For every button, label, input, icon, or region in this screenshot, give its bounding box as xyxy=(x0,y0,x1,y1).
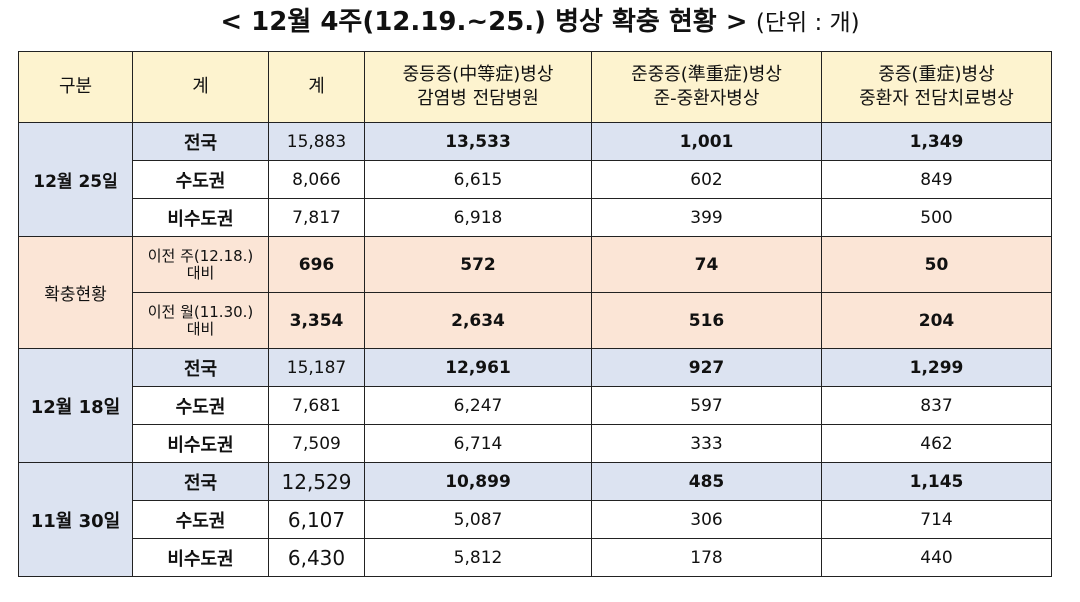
cell-moderate: 6,714 xyxy=(364,424,592,463)
page-title: < 12월 4주(12.19.~25.) 병상 확충 현황 > (단위 : 개) xyxy=(0,0,1080,46)
header-semi-line1: 준중증(準重症)병상 xyxy=(631,64,782,85)
table-row: 수도권 8,066 6,615 602 849 xyxy=(18,160,1052,199)
cell-total: 6,430 xyxy=(268,538,365,577)
row-label-month: 이전 월(11.30.) 대비 xyxy=(132,292,269,349)
table-row: 12월 18일 전국 15,187 12,961 927 1,299 xyxy=(18,348,1052,463)
table-row: 비수도권 7,509 6,714 333 462 xyxy=(18,424,1052,463)
row-label: 수도권 xyxy=(132,160,269,199)
row-label: 전국 xyxy=(132,348,269,387)
row-label-week-line2: 대비 xyxy=(186,263,215,282)
cell-semi: 927 xyxy=(591,348,822,387)
title-main: < 12월 4주(12.19.~25.) 병상 확충 현황 > xyxy=(220,7,748,37)
row-label: 비수도권 xyxy=(132,198,269,237)
cell-total: 15,187 xyxy=(268,348,365,387)
table-row: 이전 월(11.30.) 대비 3,354 2,634 516 204 xyxy=(18,292,1052,349)
cell-total: 8,066 xyxy=(268,160,365,199)
cell-total: 696 xyxy=(268,236,365,293)
cell-severe: 837 xyxy=(821,386,1052,425)
cell-total: 6,107 xyxy=(268,500,365,539)
group-expansion: 확충현황 xyxy=(18,236,133,349)
header-moderate-line2: 감염병 전담병원 xyxy=(417,88,539,109)
cell-severe: 462 xyxy=(821,424,1052,463)
cell-moderate: 6,615 xyxy=(364,160,592,199)
cell-severe: 1,299 xyxy=(821,348,1052,387)
cell-severe: 1,349 xyxy=(821,122,1052,161)
group-dec25: 12월 25일 xyxy=(18,122,133,237)
cell-moderate: 6,247 xyxy=(364,386,592,425)
header-semi-severe: 준중증(準重症)병상 준-중환자병상 xyxy=(591,51,822,123)
table-row: 비수도권 6,430 5,812 178 440 xyxy=(18,538,1052,577)
table-row: 확충현황 이전 주(12.18.) 대비 696 572 74 50 xyxy=(18,236,1052,349)
row-label: 비수도권 xyxy=(132,424,269,463)
cell-semi: 74 xyxy=(591,236,822,293)
header-moderate: 중등증(中等症)병상 감염병 전담병원 xyxy=(364,51,592,123)
cell-total: 7,817 xyxy=(268,198,365,237)
header-moderate-line1: 중등증(中等症)병상 xyxy=(402,64,554,85)
header-severe-line2: 중환자 전담치료병상 xyxy=(859,88,1014,109)
cell-total: 3,354 xyxy=(268,292,365,349)
group-nov30: 11월 30일 xyxy=(18,462,133,577)
header-row: 구분 계 계 중등증(中等症)병상 감염병 전담병원 준중증(準重症)병상 준-… xyxy=(18,51,1052,123)
row-label-week: 이전 주(12.18.) 대비 xyxy=(132,236,269,293)
cell-moderate: 13,533 xyxy=(364,122,592,161)
row-label-week-line1: 이전 주(12.18.) xyxy=(147,246,254,265)
row-label: 전국 xyxy=(132,462,269,501)
cell-moderate: 5,812 xyxy=(364,538,592,577)
table-row: 12월 25일 전국 15,883 13,533 1,001 1,349 xyxy=(18,122,1052,237)
group-dec18: 12월 18일 xyxy=(18,348,133,463)
cell-semi: 333 xyxy=(591,424,822,463)
cell-moderate: 5,087 xyxy=(364,500,592,539)
row-label: 수도권 xyxy=(132,500,269,539)
cell-total: 7,681 xyxy=(268,386,365,425)
cell-semi: 1,001 xyxy=(591,122,822,161)
cell-total: 7,509 xyxy=(268,424,365,463)
cell-moderate: 10,899 xyxy=(364,462,592,501)
row-label-month-line2: 대비 xyxy=(186,319,215,338)
cell-semi: 399 xyxy=(591,198,822,237)
row-label-month-line1: 이전 월(11.30.) xyxy=(147,302,254,321)
row-label: 전국 xyxy=(132,122,269,161)
header-total-a: 계 xyxy=(132,51,269,123)
header-severe: 중증(重症)병상 중환자 전담치료병상 xyxy=(821,51,1052,123)
table-row: 수도권 7,681 6,247 597 837 xyxy=(18,386,1052,425)
cell-severe: 204 xyxy=(821,292,1052,349)
cell-total: 15,883 xyxy=(268,122,365,161)
cell-severe: 500 xyxy=(821,198,1052,237)
cell-severe: 440 xyxy=(821,538,1052,577)
cell-semi: 178 xyxy=(591,538,822,577)
cell-semi: 485 xyxy=(591,462,822,501)
header-semi-line2: 준-중환자병상 xyxy=(653,88,760,109)
cell-moderate: 2,634 xyxy=(364,292,592,349)
row-label: 수도권 xyxy=(132,386,269,425)
table-row: 수도권 6,107 5,087 306 714 xyxy=(18,500,1052,539)
cell-semi: 602 xyxy=(591,160,822,199)
cell-semi: 516 xyxy=(591,292,822,349)
cell-severe: 1,145 xyxy=(821,462,1052,501)
cell-moderate: 12,961 xyxy=(364,348,592,387)
cell-severe: 849 xyxy=(821,160,1052,199)
cell-severe: 50 xyxy=(821,236,1052,293)
row-label: 비수도권 xyxy=(132,538,269,577)
cell-semi: 597 xyxy=(591,386,822,425)
cell-moderate: 572 xyxy=(364,236,592,293)
cell-moderate: 6,918 xyxy=(364,198,592,237)
header-total-b: 계 xyxy=(268,51,365,123)
header-severe-line1: 중증(重症)병상 xyxy=(878,64,995,85)
title-unit: (단위 : 개) xyxy=(755,10,860,36)
header-category: 구분 xyxy=(18,51,133,123)
bed-expansion-table: 구분 계 계 중등증(中等症)병상 감염병 전담병원 준중증(準重症)병상 준-… xyxy=(18,51,1052,577)
cell-semi: 306 xyxy=(591,500,822,539)
cell-total: 12,529 xyxy=(268,462,365,501)
table-row: 11월 30일 전국 12,529 10,899 485 1,145 xyxy=(18,462,1052,577)
table-row: 비수도권 7,817 6,918 399 500 xyxy=(18,198,1052,237)
cell-severe: 714 xyxy=(821,500,1052,539)
